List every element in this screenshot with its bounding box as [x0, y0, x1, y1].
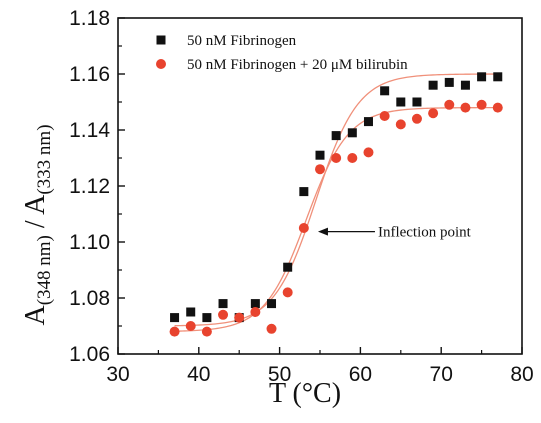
data-point-series-0: [428, 80, 438, 90]
legend-label: 50 nM Fibrinogen + 20 μM bilirubin: [187, 57, 408, 73]
x-tick-label: 80: [510, 363, 533, 386]
data-point-series-1: [315, 164, 325, 175]
axes: 30 40 50 60 70 80 1.06 1.08 1.10 1.12 1.14 1.16 1.18: [69, 7, 534, 386]
data-points: [169, 72, 503, 337]
data-point-series-1: [250, 307, 261, 317]
data-point-series-1: [492, 102, 503, 113]
data-point-series-0: [218, 299, 228, 309]
data-point-series-1: [476, 99, 487, 110]
data-point-series-0: [347, 128, 357, 138]
data-point-series-0: [186, 307, 196, 317]
data-point-series-1: [347, 153, 358, 163]
data-point-series-1: [411, 113, 422, 124]
fit-curve-0: [174, 73, 498, 327]
y-tick-label: 1.06: [69, 343, 110, 366]
data-point-series-0: [250, 299, 260, 309]
data-point-series-1: [282, 287, 293, 298]
y-axis-title-prefix2: A: [20, 194, 51, 215]
data-point-series-1: [363, 147, 374, 158]
legend-label: 50 nM Fibrinogen: [187, 33, 297, 49]
data-point-series-0: [460, 80, 470, 90]
data-point-series-0: [396, 97, 406, 107]
data-point-series-1: [395, 119, 406, 130]
fit-curve-1: [174, 106, 498, 332]
legend-marker-circle: [156, 59, 166, 69]
y-tick-label: 1.12: [69, 175, 110, 198]
annotation-text: Inflection point: [378, 225, 472, 241]
data-point-series-0: [363, 117, 373, 127]
x-tick-label: 30: [106, 363, 129, 386]
y-tick-label: 1.08: [69, 287, 110, 310]
data-point-series-1: [169, 326, 180, 337]
y-axis-title-separator: /: [20, 215, 51, 235]
data-point-series-0: [315, 150, 325, 160]
data-point-series-0: [493, 72, 503, 82]
y-tick-label: 1.14: [69, 119, 110, 142]
data-point-series-1: [460, 102, 471, 113]
data-point-series-1: [201, 326, 212, 337]
data-point-series-0: [170, 313, 180, 323]
data-point-series-1: [444, 99, 455, 110]
data-point-series-0: [444, 77, 454, 87]
data-point-series-1: [218, 309, 229, 320]
data-point-series-0: [299, 187, 309, 197]
x-tick-label: 70: [430, 363, 453, 386]
y-tick-label: 1.16: [69, 63, 110, 86]
x-tick-label: 50: [268, 363, 291, 386]
data-point-series-1: [331, 153, 342, 163]
data-point-series-1: [428, 108, 439, 119]
data-point-series-0: [267, 299, 277, 309]
data-point-series-0: [331, 131, 341, 141]
legend: 50 nM Fibrinogen 50 nM Fibrinogen + 20 μM…: [156, 33, 408, 73]
x-tick-label: 40: [187, 363, 210, 386]
data-point-series-0: [477, 72, 487, 82]
x-tick-label: 60: [349, 363, 372, 386]
fit-curves: [174, 73, 498, 332]
y-axis-title-sub1: (348 nm): [34, 235, 55, 305]
data-point-series-0: [380, 86, 390, 96]
y-axis-title: A(348 nm) / A(333 nm): [20, 124, 55, 325]
data-point-series-1: [266, 323, 277, 334]
data-point-series-1: [379, 111, 390, 121]
annotation-arrow-head: [317, 227, 328, 236]
data-point-series-1: [185, 321, 196, 331]
y-axis-title-sub2: (333 nm): [34, 124, 55, 194]
y-axis-title-prefix: A: [20, 305, 51, 326]
x-axis-title: T (°C): [269, 378, 341, 409]
data-point-series-1: [298, 223, 309, 233]
data-point-series-1: [234, 312, 245, 323]
data-point-series-0: [283, 262, 293, 272]
legend-marker-square: [156, 35, 166, 45]
y-tick-label: 1.18: [69, 7, 110, 30]
y-tick-label: 1.10: [69, 231, 110, 254]
annotations: Inflection point: [317, 225, 472, 241]
data-point-series-0: [412, 97, 422, 107]
data-point-series-0: [202, 313, 212, 323]
